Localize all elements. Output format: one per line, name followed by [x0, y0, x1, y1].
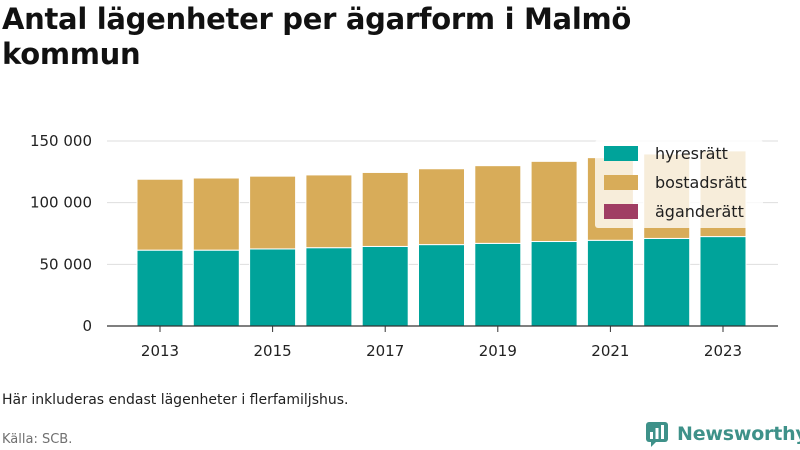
legend: hyresrätt bostadsrätt äganderätt — [595, 140, 763, 228]
bar-segment — [474, 242, 522, 327]
legend-label: hyresrätt — [655, 144, 728, 163]
bar-segment — [249, 175, 297, 250]
bar-segment — [192, 249, 240, 327]
bar-segment — [249, 248, 297, 327]
bar-segment — [192, 177, 240, 251]
x-tick-label: 2021 — [591, 342, 629, 360]
bar-segment — [305, 247, 353, 327]
x-tick-label: 2015 — [254, 342, 292, 360]
bar-segment — [136, 178, 184, 251]
footnote: Här inkluderas endast lägenheter i flerf… — [2, 392, 349, 408]
source-note: Källa: SCB. — [2, 432, 73, 447]
bar-segment — [530, 160, 578, 243]
y-tick-label: 150 000 — [30, 132, 92, 150]
bar-segment — [586, 239, 634, 327]
x-tick-label: 2019 — [479, 342, 517, 360]
bar-segment — [418, 168, 465, 246]
x-tick-label: 2013 — [141, 342, 179, 360]
y-tick-label: 50 000 — [40, 255, 93, 273]
legend-label: äganderätt — [655, 202, 744, 221]
legend-swatch — [604, 146, 638, 161]
x-tick-label: 2023 — [704, 342, 742, 360]
bar-segment — [474, 165, 522, 244]
x-tick-label: 2017 — [366, 342, 404, 360]
brand-name: Newsworthy — [677, 423, 800, 445]
bar-segment — [305, 174, 353, 249]
x-axis: 2013 2015 2017 2019 2021 2023 — [107, 325, 778, 360]
chart-title: Antal lägenheter per ägarform i Malmö ko… — [2, 2, 632, 71]
bars — [136, 150, 747, 327]
y-axis: 0 50 000 100 000 150 000 — [30, 132, 92, 335]
y-tick-label: 0 — [82, 317, 92, 335]
legend-swatch — [604, 204, 638, 219]
bar-segment — [136, 249, 184, 327]
newsworthy-logo-icon — [646, 422, 668, 447]
legend-swatch — [604, 175, 638, 190]
bar-segment — [643, 237, 691, 327]
bar-segment — [361, 245, 409, 327]
brand-logo[interactable]: Newsworthy — [645, 420, 800, 448]
bar-segment — [361, 171, 409, 247]
legend-label: bostadsrätt — [655, 173, 747, 192]
bar-segment — [699, 236, 747, 327]
bar-segment — [530, 241, 578, 327]
y-tick-label: 100 000 — [30, 194, 92, 212]
bar-segment — [418, 244, 465, 327]
